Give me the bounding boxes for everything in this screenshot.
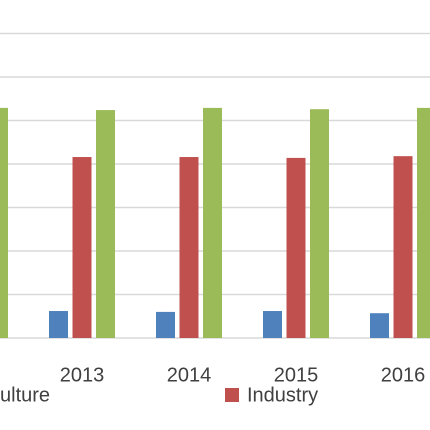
bar (179, 157, 199, 338)
bar (417, 107, 430, 338)
bar (49, 311, 68, 338)
bar (286, 157, 306, 338)
x-tick-label: 2014 (167, 364, 212, 386)
legend-label: Industry (247, 384, 318, 406)
bar (310, 109, 329, 338)
x-tick-label: 2013 (60, 364, 105, 386)
bar (96, 110, 115, 338)
bar (370, 313, 389, 338)
x-tick-label: 2015 (274, 364, 319, 386)
legend-label: ulture (0, 384, 50, 406)
bar (0, 107, 8, 338)
x-tick-label: 2016 (381, 364, 426, 386)
bar (393, 156, 413, 338)
bar (263, 311, 282, 338)
legend-swatch (225, 388, 239, 402)
bar (156, 311, 175, 338)
bar (72, 157, 92, 338)
bar (203, 107, 222, 338)
